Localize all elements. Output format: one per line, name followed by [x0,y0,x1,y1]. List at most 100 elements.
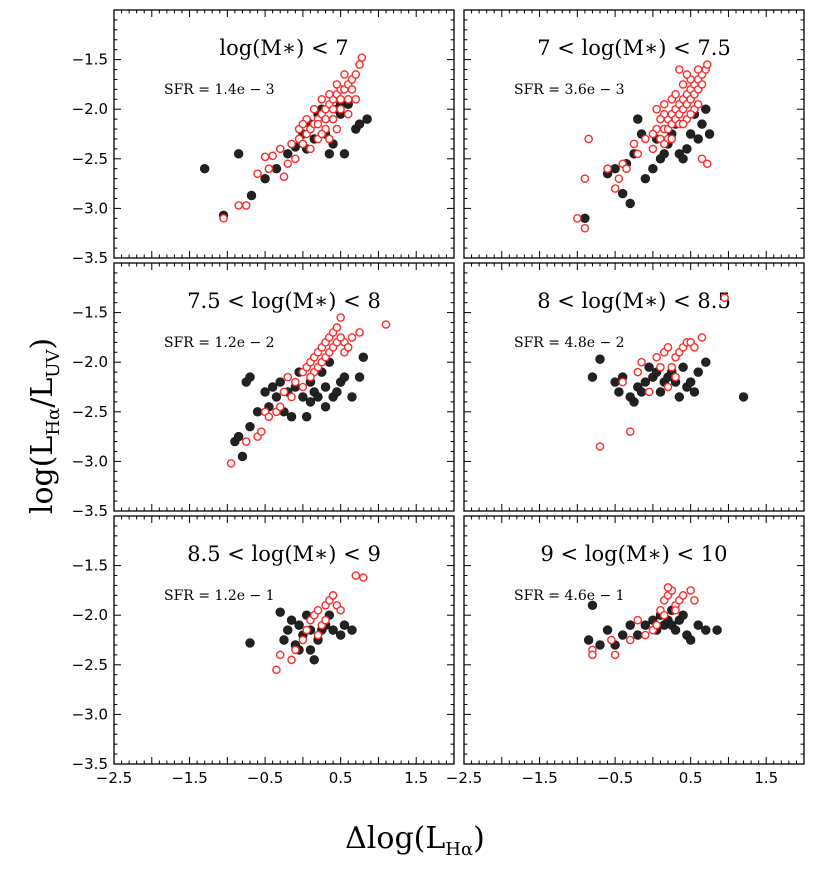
filled-point [320,402,331,412]
filled-point [738,392,749,402]
x-tick-label: −1.5 [171,769,207,787]
open-point [690,343,699,352]
open-point [667,362,677,372]
filled-point [233,431,244,442]
open-point [332,124,342,134]
open-point [241,201,251,210]
x-tick-label: 1.5 [754,769,778,787]
open-point [697,154,707,164]
filled-point [701,104,711,114]
filled-point [580,213,590,224]
open-point [336,333,345,342]
open-point [336,313,345,322]
open-point [622,164,631,174]
open-point [663,343,673,352]
filled-point [294,620,304,630]
filled-point [625,620,635,630]
panel-5: −1.5−2.0−2.5−3.0−3.5−2.5 −1.5 −0.5 0.5 1.58.… [72,515,455,787]
filled-point [267,382,278,392]
filled-point [286,615,297,625]
open-point [659,99,669,109]
open-point [279,172,289,181]
filled-point [689,387,700,397]
filled-point [678,610,688,620]
open-point [328,114,338,124]
filled-point [610,164,620,174]
open-point [675,65,684,74]
open-point [603,164,612,174]
filled-point [678,154,688,164]
open-point [656,362,665,372]
open-point [682,70,692,79]
open-point [584,134,593,144]
filled-point [241,377,251,387]
open-point [347,333,357,342]
open-point [313,119,323,129]
open-point [325,134,334,144]
filled-point [362,114,372,124]
y-tick-label: −3.0 [72,199,108,217]
y-tick-label: −1.5 [72,51,108,69]
open-point [693,99,703,109]
filled-point [339,620,350,630]
panel-title: 9 < log(M∗) < 10 [541,542,728,566]
filled-point [633,630,643,640]
open-point [355,328,364,337]
y-tick-label: −2.5 [72,150,108,168]
filled-point [644,362,654,372]
open-point [298,119,308,129]
sfr-annotation: SFR = 1.2e − 2 [164,335,275,351]
panel-frame [113,9,455,259]
sfr-annotation: SFR = 1.4e − 3 [164,82,275,98]
open-point [702,60,712,69]
open-point [328,591,338,600]
open-point [693,65,703,74]
open-point [275,402,285,412]
open-point [667,134,677,144]
open-point [287,139,296,149]
open-point [633,615,643,625]
panel-frame [113,515,455,765]
open-point [268,151,277,161]
open-point [633,149,643,159]
open-point [678,591,688,600]
filled-point [602,625,613,635]
open-point [633,367,643,377]
filled-point [275,377,285,387]
open-point [656,114,665,124]
open-point [332,323,342,332]
x-tick-label: −2.5 [446,769,482,787]
filled-point [354,119,365,129]
open-point [678,80,688,89]
y-tick-label: −1.5 [72,304,108,322]
panel-2: 7 < log(M∗) < 7.5 SFR = 3.6e − 3 [463,9,805,259]
filled-point [674,392,685,402]
filled-point [279,635,289,645]
open-point [283,372,293,382]
y-axis-label: log(LHα/LUV) [25,338,64,514]
filled-point [640,620,651,630]
panel-1: −1.5 −2.0 −2.5 −3.0 −3.5 log(M∗) < 7 SFR = 1.4… [72,9,455,267]
open-point [641,630,650,640]
filled-point [693,134,703,144]
open-point [644,387,654,397]
open-point [343,109,353,119]
filled-point [629,397,639,407]
x-tick-label: 0.5 [329,769,353,787]
x-tick-label: −1.5 [521,769,557,787]
open-point [302,625,311,635]
filled-point [246,190,257,201]
filled-point [275,607,285,617]
open-point [697,333,707,342]
open-point [313,605,323,615]
open-point [625,635,635,645]
filled-point [320,382,331,392]
panel-4: 8 < log(M∗) < 8.5 SFR = 4.8e − 2 [463,262,805,512]
panel-frame [463,515,805,765]
filled-point [693,367,703,377]
filled-point [682,144,692,154]
filled-point [347,625,357,635]
open-point [641,134,650,144]
open-point [659,610,669,620]
open-point [226,459,236,468]
